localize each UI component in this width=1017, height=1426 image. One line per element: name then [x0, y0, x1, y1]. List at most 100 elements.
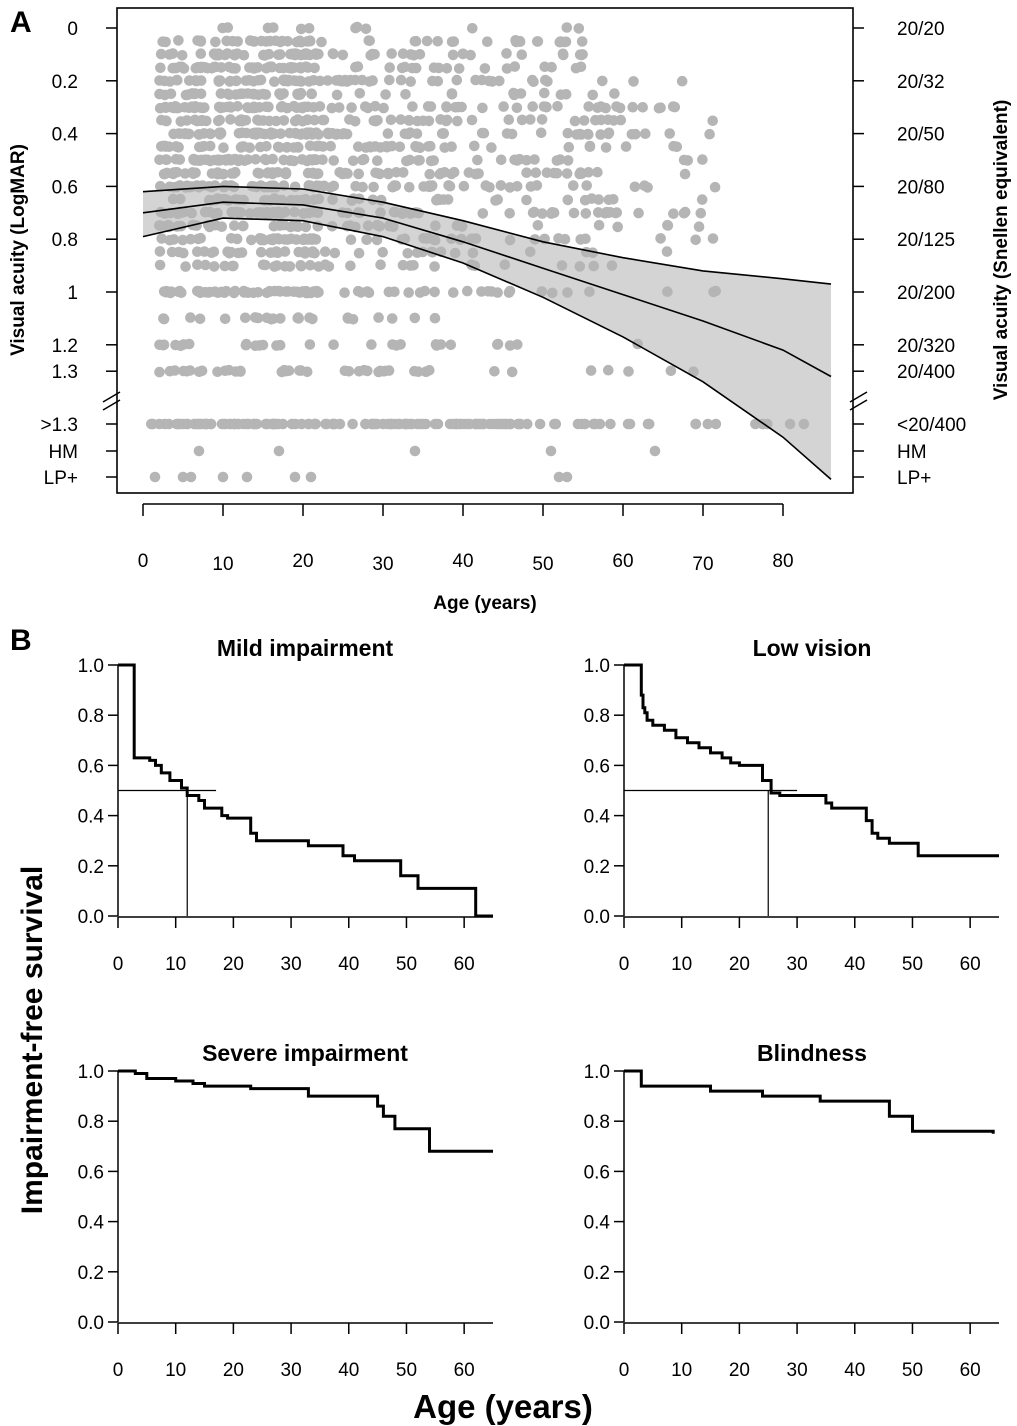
y-tick-label-left: 0.8 — [52, 230, 78, 251]
data-point — [269, 261, 280, 272]
data-point — [532, 36, 544, 47]
data-point — [223, 89, 235, 100]
ci-line-lower — [142, 185, 832, 285]
data-point — [612, 221, 623, 233]
data-point — [177, 234, 188, 246]
data-point — [421, 35, 433, 47]
data-point — [577, 49, 588, 60]
data-point — [262, 22, 274, 34]
data-point — [664, 128, 675, 139]
data-point — [155, 48, 167, 60]
data-point — [310, 418, 321, 430]
data-point — [171, 74, 183, 86]
data-point — [521, 194, 532, 206]
data-point — [469, 140, 480, 152]
data-point — [407, 101, 418, 112]
data-point — [292, 89, 304, 100]
data-point — [409, 312, 421, 324]
data-point — [405, 76, 417, 87]
x-tick-label: 0 — [619, 1360, 630, 1381]
data-point — [273, 445, 285, 457]
data-point — [495, 154, 507, 166]
data-point — [200, 259, 211, 271]
data-point — [306, 88, 317, 99]
x-tick-label: 60 — [454, 1360, 475, 1381]
data-point — [192, 35, 203, 46]
data-point — [274, 339, 286, 351]
data-point — [386, 48, 398, 59]
data-point — [594, 418, 606, 430]
data-point — [268, 128, 280, 139]
x-tick-label: 50 — [902, 1360, 923, 1381]
data-point — [397, 259, 409, 271]
data-point — [546, 207, 558, 218]
x-tick-label-a: 30 — [372, 554, 393, 575]
data-point — [289, 220, 301, 232]
data-point — [516, 114, 528, 126]
data-point — [784, 418, 796, 430]
data-point — [446, 88, 458, 99]
data-point — [466, 233, 477, 245]
data-point — [325, 140, 337, 152]
data-point — [592, 166, 603, 178]
data-point — [274, 286, 286, 297]
data-point — [429, 418, 441, 430]
data-point — [501, 63, 513, 74]
data-point — [382, 128, 394, 139]
data-point — [360, 418, 371, 430]
x-tick-label: 40 — [844, 954, 865, 975]
data-point — [627, 101, 638, 113]
data-point — [547, 287, 558, 299]
data-point — [540, 74, 551, 86]
data-point — [173, 128, 185, 139]
data-point — [373, 366, 384, 378]
y-tick-label-right: LP+ — [897, 468, 931, 489]
data-point — [254, 340, 265, 351]
data-point — [423, 141, 434, 152]
data-point — [462, 285, 473, 297]
data-point — [581, 180, 592, 191]
y-tick-label-left: 1 — [67, 283, 78, 304]
x-tick-label: 10 — [165, 1360, 186, 1381]
data-point — [603, 194, 615, 206]
y-tick-label-right: <20/400 — [897, 415, 966, 436]
data-point — [395, 339, 406, 350]
data-point — [269, 76, 280, 87]
data-point — [289, 181, 301, 193]
data-point — [454, 418, 466, 430]
data-point — [375, 207, 386, 218]
data-point — [186, 207, 197, 219]
survival-curve — [118, 1069, 493, 1153]
data-point — [358, 153, 370, 165]
data-point — [149, 471, 161, 483]
data-point — [193, 129, 205, 140]
data-point — [504, 208, 515, 219]
data-point — [276, 101, 288, 112]
data-point — [225, 114, 236, 125]
data-point — [414, 49, 426, 60]
data-point — [240, 312, 251, 324]
survival-panel-3: Severe impairment 0.0 0.2 0.4 0.6 0.8 1.0 0 10 20… — [78, 1040, 493, 1381]
data-point — [279, 364, 290, 376]
data-point — [325, 182, 336, 193]
data-point — [528, 76, 539, 88]
y-tick-label: 0.0 — [78, 1313, 104, 1334]
data-point — [236, 114, 248, 126]
data-point — [421, 233, 432, 244]
data-point — [295, 23, 307, 35]
data-point — [595, 129, 606, 140]
data-point — [467, 23, 478, 34]
data-point — [504, 234, 516, 246]
y-tick-label-left: 1.2 — [52, 336, 78, 357]
data-point — [313, 129, 324, 140]
data-point — [253, 75, 264, 86]
data-point — [609, 88, 620, 99]
data-point — [527, 207, 539, 218]
data-point — [506, 128, 518, 140]
data-point — [446, 36, 458, 48]
survival-curve — [624, 663, 999, 858]
y-tick-label: 0.0 — [584, 1313, 610, 1334]
data-point — [244, 142, 255, 153]
data-point — [302, 287, 313, 298]
data-point — [397, 48, 409, 59]
